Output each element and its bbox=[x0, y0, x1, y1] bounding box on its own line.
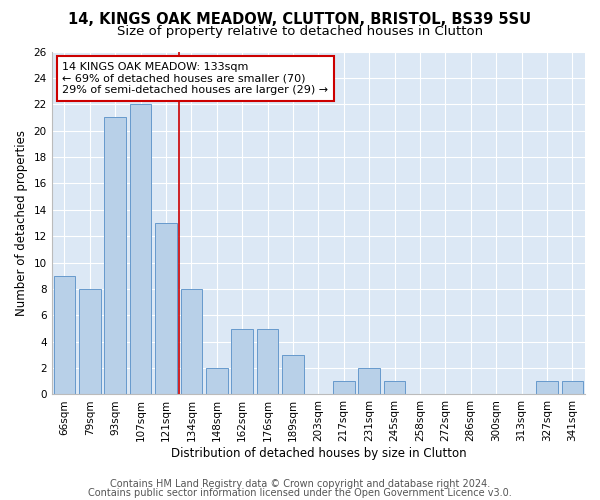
Text: Size of property relative to detached houses in Clutton: Size of property relative to detached ho… bbox=[117, 25, 483, 38]
Text: 14 KINGS OAK MEADOW: 133sqm
← 69% of detached houses are smaller (70)
29% of sem: 14 KINGS OAK MEADOW: 133sqm ← 69% of det… bbox=[62, 62, 328, 95]
Bar bbox=[181, 289, 202, 395]
Bar bbox=[384, 382, 406, 394]
X-axis label: Distribution of detached houses by size in Clutton: Distribution of detached houses by size … bbox=[170, 447, 466, 460]
Bar bbox=[257, 328, 278, 394]
Y-axis label: Number of detached properties: Number of detached properties bbox=[15, 130, 28, 316]
Bar bbox=[104, 118, 126, 394]
Bar bbox=[79, 289, 101, 395]
Bar bbox=[206, 368, 227, 394]
Text: Contains HM Land Registry data © Crown copyright and database right 2024.: Contains HM Land Registry data © Crown c… bbox=[110, 479, 490, 489]
Bar bbox=[562, 382, 583, 394]
Text: 14, KINGS OAK MEADOW, CLUTTON, BRISTOL, BS39 5SU: 14, KINGS OAK MEADOW, CLUTTON, BRISTOL, … bbox=[68, 12, 532, 28]
Bar bbox=[155, 223, 177, 394]
Bar bbox=[282, 355, 304, 395]
Bar bbox=[53, 276, 75, 394]
Bar bbox=[358, 368, 380, 394]
Bar bbox=[130, 104, 151, 395]
Bar bbox=[333, 382, 355, 394]
Bar bbox=[536, 382, 557, 394]
Text: Contains public sector information licensed under the Open Government Licence v3: Contains public sector information licen… bbox=[88, 488, 512, 498]
Bar bbox=[232, 328, 253, 394]
